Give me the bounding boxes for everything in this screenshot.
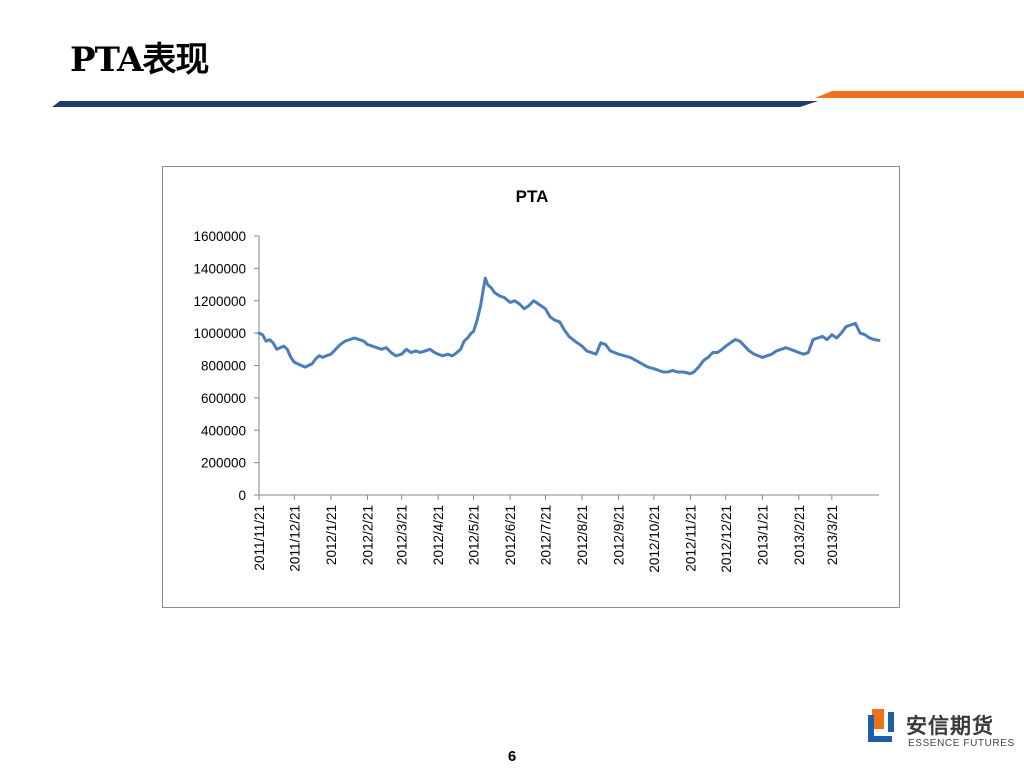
header-divider-orange (815, 91, 1024, 98)
x-tick-label: 2012/6/21 (503, 505, 518, 565)
logo-mark-icon (868, 709, 894, 742)
x-tick-label: 2012/1/21 (324, 505, 339, 565)
x-tick-label: 2012/11/21 (683, 505, 698, 572)
y-tick-label: 400000 (201, 423, 246, 438)
x-tick-label: 2013/1/21 (755, 505, 770, 565)
y-tick-label: 800000 (201, 359, 246, 374)
y-tick-label: 600000 (201, 391, 246, 406)
line-chart: PTA 0 200000 400000 600000 800000 1000000 1200… (193, 187, 881, 573)
series-layer (257, 276, 881, 376)
slide-title: PTA表现 (70, 40, 209, 80)
y-tick-label: 1000000 (193, 326, 246, 341)
x-tick-label: 2013/2/21 (792, 505, 807, 565)
x-axis: 2011/11/21 2011/12/21 2012/1/21 2012/2/21 20… (252, 494, 879, 573)
x-tick-label: 2011/11/21 (252, 505, 267, 571)
y-tick-label: 1400000 (193, 261, 246, 276)
logo-name-cn: 安信期货 (906, 714, 994, 738)
chart-area: PTA 0 200000 400000 600000 800000 1000000 1200… (162, 166, 900, 608)
chart-title: PTA (516, 187, 549, 206)
series-line (257, 276, 881, 376)
x-tick-label: 2012/2/21 (360, 505, 375, 565)
page-number: 6 (507, 748, 517, 765)
x-tick-label: 2012/8/21 (575, 505, 590, 565)
y-tick-label: 1600000 (193, 229, 246, 244)
y-tick-label: 1200000 (193, 294, 246, 309)
logo-orange-block (872, 709, 884, 729)
company-logo: 安信期货 ESSENCE FUTURES (866, 708, 1016, 756)
x-tick-label: 2012/9/21 (612, 505, 627, 565)
header-divider-navy (52, 101, 818, 107)
x-tick-label: 2012/10/21 (647, 505, 662, 573)
x-tick-label: 2012/5/21 (467, 505, 482, 565)
header-divider (52, 91, 1024, 107)
logo-blue-block (868, 712, 894, 742)
logo-name-en: ESSENCE FUTURES (908, 738, 1015, 749)
x-tick-label: 2013/3/21 (825, 505, 840, 565)
x-tick-label: 2012/7/21 (538, 505, 553, 565)
x-tick-label: 2012/4/21 (431, 505, 446, 565)
y-tick-label: 200000 (201, 456, 246, 471)
x-tick-label: 2012/3/21 (395, 505, 410, 565)
x-tick-label: 2012/12/21 (719, 505, 734, 573)
x-tick-label: 2011/12/21 (287, 505, 302, 572)
y-tick-label: 0 (238, 488, 246, 503)
y-axis: 0 200000 400000 600000 800000 1000000 1200000 1… (193, 229, 260, 503)
